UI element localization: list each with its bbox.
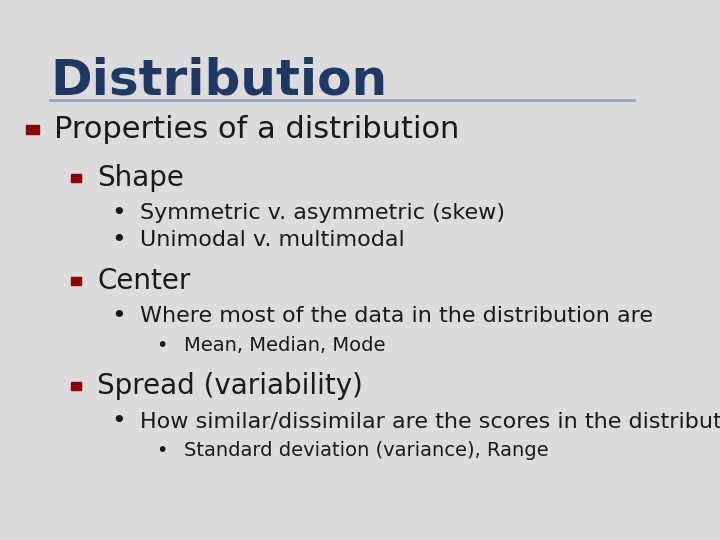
Text: •: • xyxy=(112,304,126,328)
FancyBboxPatch shape xyxy=(71,277,81,285)
Text: Standard deviation (variance), Range: Standard deviation (variance), Range xyxy=(184,441,548,461)
Text: Spread (variability): Spread (variability) xyxy=(97,372,363,400)
Text: Symmetric v. asymmetric (skew): Symmetric v. asymmetric (skew) xyxy=(140,203,505,224)
Text: •: • xyxy=(112,201,126,225)
Text: •: • xyxy=(112,228,126,252)
FancyBboxPatch shape xyxy=(71,382,81,390)
Text: Center: Center xyxy=(97,267,191,295)
Text: •: • xyxy=(156,336,168,355)
FancyBboxPatch shape xyxy=(26,125,39,134)
FancyBboxPatch shape xyxy=(71,174,81,182)
Text: •: • xyxy=(112,409,126,433)
Text: Unimodal v. multimodal: Unimodal v. multimodal xyxy=(140,230,405,251)
Text: How similar/dissimilar are the scores in the distribution?: How similar/dissimilar are the scores in… xyxy=(140,411,720,431)
Text: Properties of a distribution: Properties of a distribution xyxy=(54,115,459,144)
Text: Where most of the data in the distribution are: Where most of the data in the distributi… xyxy=(140,306,654,326)
Text: •: • xyxy=(156,441,168,461)
Text: Distribution: Distribution xyxy=(50,57,387,105)
Text: Shape: Shape xyxy=(97,164,184,192)
Text: Mean, Median, Mode: Mean, Median, Mode xyxy=(184,336,385,355)
